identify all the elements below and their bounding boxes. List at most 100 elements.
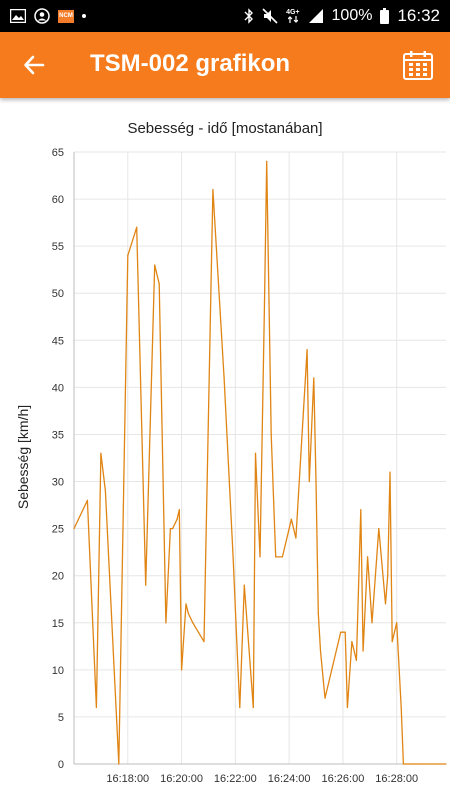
speed-chart[interactable]: Sebesség - idő [mostanában] Sebesség [km… bbox=[0, 100, 450, 800]
data-point bbox=[315, 480, 317, 483]
data-point bbox=[396, 622, 398, 624]
y-tick-label: 55 bbox=[52, 241, 64, 253]
data-point bbox=[203, 641, 205, 643]
x-tick-label: 16:18:00 bbox=[106, 773, 149, 785]
signal-icon bbox=[308, 8, 324, 24]
data-point bbox=[86, 499, 89, 501]
data-point bbox=[391, 641, 393, 643]
data-point bbox=[317, 612, 319, 614]
data-point bbox=[192, 622, 194, 624]
arrow-back-icon bbox=[23, 54, 45, 76]
data-point bbox=[236, 659, 239, 662]
y-tick-label: 10 bbox=[52, 665, 64, 677]
data-point bbox=[185, 603, 187, 605]
y-tick-label: 30 bbox=[52, 477, 64, 489]
battery-icon bbox=[380, 8, 390, 24]
status-left: NCM bbox=[10, 8, 86, 24]
data-point bbox=[212, 189, 214, 191]
data-point bbox=[324, 697, 326, 699]
data-point bbox=[100, 452, 102, 454]
data-point bbox=[351, 641, 353, 643]
series-layer bbox=[73, 160, 447, 765]
data-point bbox=[145, 584, 147, 586]
y-tick-label: 65 bbox=[52, 147, 64, 159]
gallery-icon bbox=[10, 9, 26, 23]
data-point bbox=[308, 480, 310, 483]
data-point bbox=[232, 556, 234, 558]
bluetooth-icon bbox=[244, 8, 254, 24]
more-notifications-dot bbox=[82, 14, 86, 18]
data-point bbox=[165, 622, 167, 624]
y-tick-label: 15 bbox=[52, 618, 64, 630]
data-point bbox=[344, 631, 346, 633]
notification-badge: NCM bbox=[58, 9, 74, 23]
y-tick-label: 50 bbox=[52, 288, 64, 300]
data-point bbox=[445, 763, 447, 765]
x-tick-label: 16:28:00 bbox=[375, 773, 418, 785]
data-point bbox=[384, 603, 387, 605]
x-tick-label: 16:22:00 bbox=[214, 773, 257, 785]
data-point bbox=[378, 528, 380, 530]
calendar-button[interactable] bbox=[396, 43, 440, 87]
data-point bbox=[402, 763, 405, 765]
data-point bbox=[293, 528, 295, 530]
data-point bbox=[407, 763, 409, 765]
tick-layer: 0 5 10 15 20 25 30 35 40 45 50 55 60 65 16:18:00 16:20:… bbox=[52, 147, 418, 785]
data-point bbox=[371, 622, 373, 624]
data-point bbox=[176, 518, 178, 520]
data-point bbox=[223, 377, 225, 379]
speed-series-line bbox=[73, 160, 446, 765]
data-point bbox=[180, 669, 183, 671]
y-tick-label: 60 bbox=[52, 194, 64, 206]
data-point bbox=[263, 302, 266, 304]
data-point bbox=[405, 763, 407, 765]
data-point bbox=[340, 631, 342, 633]
network-type: 4G+ bbox=[286, 9, 300, 23]
data-point bbox=[290, 518, 292, 520]
data-point bbox=[254, 452, 257, 454]
data-point bbox=[313, 377, 315, 379]
data-point bbox=[275, 556, 277, 558]
data-point bbox=[127, 254, 129, 257]
data-point bbox=[360, 509, 362, 511]
y-tick-label: 20 bbox=[52, 571, 64, 583]
calendar-icon bbox=[402, 49, 434, 81]
y-tick-label: 40 bbox=[52, 382, 64, 394]
data-point bbox=[239, 706, 241, 709]
y-tick-label: 45 bbox=[52, 335, 64, 347]
data-point bbox=[252, 706, 254, 709]
back-button[interactable] bbox=[12, 43, 56, 87]
data-point bbox=[73, 528, 75, 530]
data-point bbox=[158, 283, 160, 285]
x-tick-label: 16:20:00 bbox=[160, 773, 203, 785]
data-point bbox=[295, 537, 297, 539]
data-point bbox=[387, 575, 389, 577]
page-title: TSM-002 grafikon bbox=[90, 50, 291, 77]
data-point bbox=[346, 706, 348, 709]
y-tick-label: 25 bbox=[52, 524, 64, 536]
y-tick-label: 35 bbox=[52, 429, 64, 441]
data-point bbox=[422, 763, 425, 765]
data-point bbox=[366, 556, 369, 558]
status-clock: 16:32 bbox=[397, 6, 440, 25]
y-axis-label: Sebesség [km/h] bbox=[15, 405, 31, 509]
data-point bbox=[154, 264, 156, 266]
data-point bbox=[104, 490, 106, 492]
grid-layer bbox=[73, 151, 446, 765]
data-point bbox=[306, 349, 308, 351]
app-bar: TSM-002 grafikon bbox=[0, 32, 450, 98]
status-right: 4G+ 100% 16:32 bbox=[244, 6, 440, 26]
data-point bbox=[389, 471, 391, 473]
chart-title: Sebesség - idő [mostanában] bbox=[127, 120, 322, 137]
data-point bbox=[355, 659, 357, 662]
data-point bbox=[259, 556, 261, 558]
y-tick-label: 5 bbox=[58, 712, 64, 724]
data-point bbox=[95, 706, 98, 709]
data-point bbox=[172, 528, 174, 530]
data-point bbox=[270, 433, 272, 436]
data-point bbox=[411, 763, 413, 765]
x-tick-label: 16:24:00 bbox=[268, 773, 311, 785]
data-point bbox=[118, 763, 120, 765]
chart-svg: Sebesség - idő [mostanában] Sebesség [km… bbox=[15, 120, 447, 785]
data-point bbox=[400, 706, 402, 709]
